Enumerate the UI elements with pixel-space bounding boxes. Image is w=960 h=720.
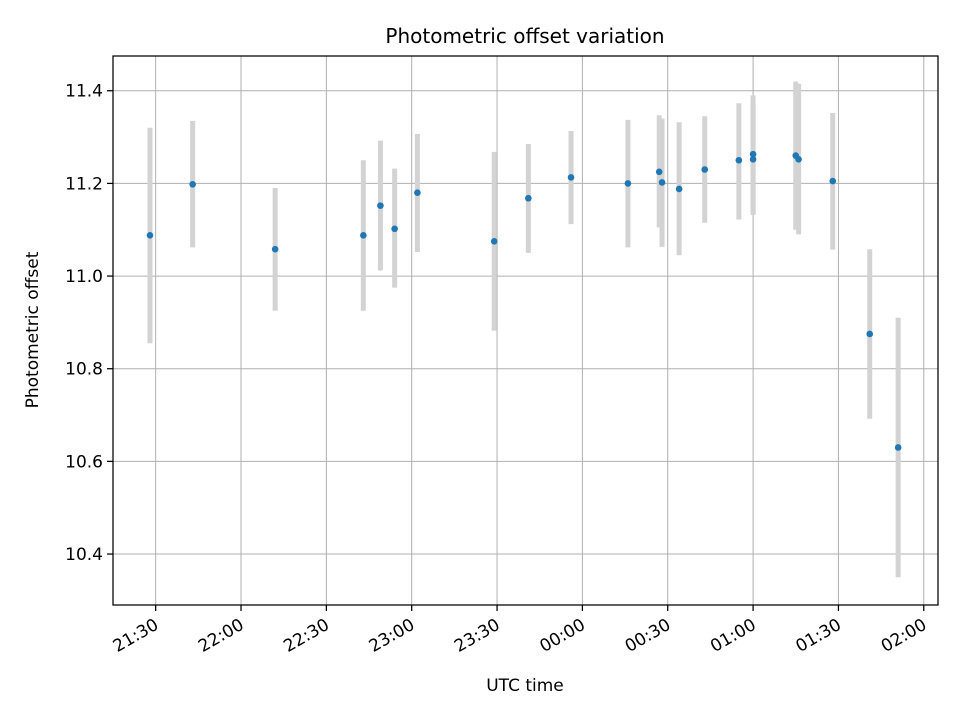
data-point [414, 189, 421, 196]
y-tick-label: 11.0 [65, 267, 103, 287]
data-points [146, 150, 902, 451]
data-point [360, 231, 367, 239]
y-tick-label: 10.4 [65, 545, 103, 565]
y-tick-label: 10.8 [65, 360, 103, 380]
data-point [189, 181, 196, 188]
data-point [655, 168, 663, 176]
data-point [894, 444, 902, 451]
plot-frame [112, 55, 939, 606]
y-axis-label: Photometric offset [23, 251, 43, 408]
grid [113, 56, 938, 605]
data-point [377, 202, 384, 209]
data-point [391, 225, 398, 233]
data-point [146, 231, 154, 239]
data-point [829, 177, 837, 185]
y-axis-ticks: 10.4 10.6 10.8 11.0 11.2 11.4 [65, 82, 113, 565]
data-point [795, 156, 802, 163]
data-point [567, 174, 575, 181]
data-point [749, 150, 757, 158]
data-point [735, 156, 743, 164]
data-point [701, 166, 709, 173]
y-tick-label: 11.4 [65, 82, 103, 102]
data-point [624, 180, 632, 187]
data-point [749, 156, 757, 163]
data-point [675, 185, 683, 193]
y-tick-label: 10.6 [65, 452, 103, 472]
data-point [658, 179, 666, 186]
data-point [271, 245, 279, 253]
data-point [490, 238, 498, 245]
data-point [866, 330, 874, 338]
y-tick-label: 11.2 [65, 174, 103, 194]
chart-title: Photometric offset variation [385, 24, 664, 48]
data-point [525, 194, 532, 202]
x-axis-label: UTC time [486, 676, 564, 696]
